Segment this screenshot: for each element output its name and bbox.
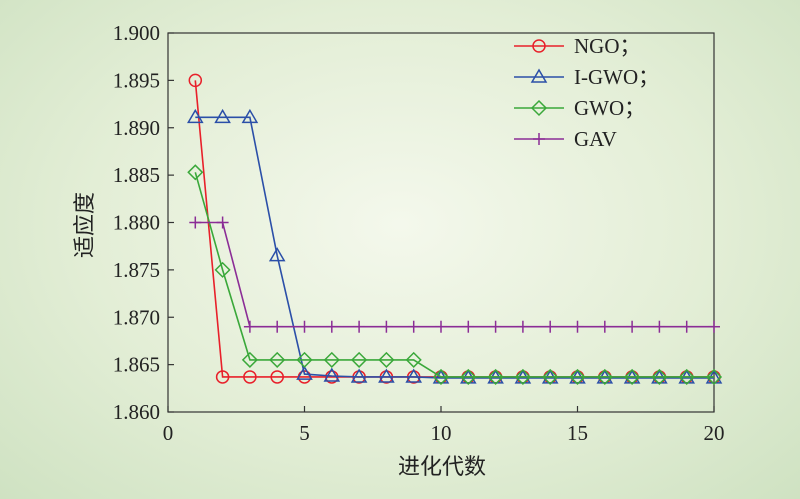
y-tick-label: 1.875 bbox=[113, 258, 160, 282]
series-line bbox=[194, 80, 714, 378]
series-layer bbox=[186, 73, 723, 386]
data-point-plus bbox=[216, 216, 229, 229]
data-point-plus bbox=[189, 216, 202, 229]
data-point-circle bbox=[215, 370, 230, 384]
legend-label: GAV bbox=[574, 127, 617, 151]
data-point-diamond bbox=[542, 368, 559, 386]
data-point-diamond bbox=[705, 368, 723, 386]
data-point-diamond bbox=[514, 368, 531, 386]
data-point-circle bbox=[270, 370, 284, 384]
data-point-triangle bbox=[530, 68, 548, 83]
data-point-diamond bbox=[569, 368, 586, 386]
data-point-diamond bbox=[378, 351, 395, 368]
x-tick-label: 20 bbox=[704, 421, 725, 445]
y-tick-label: 1.890 bbox=[113, 116, 160, 140]
legend-item-1: I-GWO； bbox=[514, 65, 659, 89]
data-point-diamond bbox=[530, 99, 548, 117]
series-1 bbox=[186, 108, 723, 384]
y-tick-label: 1.865 bbox=[113, 353, 160, 377]
series-2 bbox=[187, 164, 723, 386]
data-point-diamond bbox=[187, 164, 204, 181]
data-point-triangle bbox=[323, 367, 341, 382]
legend-label: NGO； bbox=[574, 34, 641, 58]
data-point-triangle bbox=[268, 247, 286, 262]
data-point-plus bbox=[380, 320, 393, 333]
plot-frame bbox=[167, 32, 715, 413]
data-point-plus bbox=[407, 320, 420, 333]
data-point-diamond bbox=[651, 368, 668, 386]
data-point-triangle bbox=[241, 108, 259, 124]
series-0 bbox=[188, 73, 721, 384]
data-point-diamond bbox=[241, 351, 258, 368]
y-tick-label: 1.860 bbox=[113, 400, 160, 424]
data-point-plus bbox=[680, 320, 693, 333]
data-point-plus bbox=[516, 320, 529, 333]
data-point-triangle bbox=[296, 365, 313, 380]
x-tick-label: 10 bbox=[431, 421, 452, 445]
series-3 bbox=[189, 216, 720, 333]
axes: 0 5 10 15 20 1.860 1.865 1.870 1.875 1.880 1.885 1.… bbox=[113, 21, 725, 445]
data-point-plus bbox=[353, 320, 366, 333]
y-axis-title: 适应度 bbox=[73, 192, 98, 258]
data-point-plus bbox=[298, 320, 311, 333]
x-axis-title: 进化代数 bbox=[398, 455, 486, 480]
data-point-plus bbox=[271, 320, 284, 333]
data-point-triangle bbox=[350, 368, 368, 383]
data-point-diamond bbox=[214, 261, 231, 278]
data-point-plus bbox=[462, 320, 475, 333]
series-line bbox=[194, 172, 714, 378]
data-point-plus bbox=[533, 133, 545, 145]
x-tick-label: 15 bbox=[567, 421, 588, 445]
data-point-plus bbox=[653, 320, 666, 333]
legend-item-2: GWO； bbox=[514, 96, 645, 120]
data-point-diamond bbox=[405, 351, 422, 368]
data-point-circle bbox=[532, 39, 546, 53]
data-point-circle bbox=[188, 73, 203, 88]
data-point-diamond bbox=[269, 351, 286, 368]
data-point-diamond bbox=[678, 368, 695, 386]
data-point-triangle bbox=[405, 368, 423, 383]
data-point-plus bbox=[243, 320, 256, 333]
legend: NGO； I-GWO； GWO； GAV bbox=[514, 34, 659, 151]
data-point-triangle bbox=[378, 368, 395, 383]
x-tick-label: 5 bbox=[299, 421, 310, 445]
data-point-diamond bbox=[351, 351, 368, 368]
data-point-triangle bbox=[214, 108, 231, 124]
legend-label: I-GWO； bbox=[574, 65, 659, 89]
legend-label: GWO； bbox=[574, 96, 645, 120]
y-tick-label: 1.885 bbox=[113, 163, 160, 187]
data-point-diamond bbox=[460, 368, 477, 386]
data-point-diamond bbox=[323, 351, 340, 368]
legend-item-0: NGO； bbox=[514, 34, 641, 58]
data-point-plus bbox=[435, 320, 447, 333]
y-tick-label: 1.895 bbox=[113, 68, 160, 92]
y-tick-label: 1.900 bbox=[113, 21, 160, 45]
data-point-plus bbox=[544, 320, 557, 333]
legend-item-3: GAV bbox=[514, 127, 617, 151]
data-point-plus bbox=[325, 320, 338, 333]
data-point-circle bbox=[243, 370, 257, 384]
data-point-diamond bbox=[487, 368, 504, 386]
data-point-plus bbox=[626, 320, 639, 333]
y-tick-label: 1.870 bbox=[113, 305, 160, 329]
y-tick-label: 1.880 bbox=[113, 211, 160, 235]
data-point-diamond bbox=[624, 368, 641, 386]
x-tick-label: 0 bbox=[163, 421, 174, 445]
data-point-plus bbox=[571, 320, 584, 333]
data-point-diamond bbox=[596, 368, 613, 386]
data-point-diamond bbox=[432, 368, 450, 386]
data-point-plus bbox=[489, 320, 502, 333]
data-point-plus bbox=[598, 320, 611, 333]
data-point-plus bbox=[708, 320, 720, 333]
data-point-diamond bbox=[296, 351, 313, 368]
series-line bbox=[195, 116, 714, 379]
data-point-triangle bbox=[186, 108, 204, 124]
